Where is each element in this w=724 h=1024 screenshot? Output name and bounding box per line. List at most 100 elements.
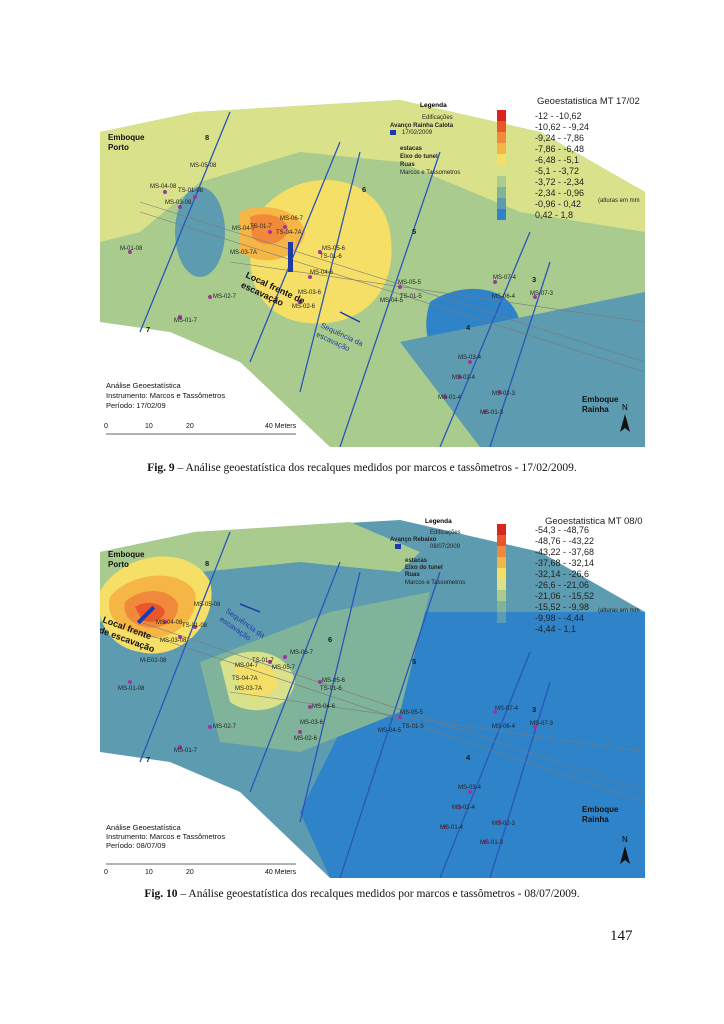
- stake-label: 3: [532, 705, 536, 714]
- svg-text:10: 10: [145, 423, 153, 430]
- scale-swatch: [497, 209, 506, 220]
- scale-swatch: [497, 546, 506, 557]
- instrument-label: TS-01-6: [320, 686, 342, 692]
- stake-label: 8: [205, 133, 209, 142]
- scale-label: -5,1 - -3,72: [535, 166, 579, 176]
- emboque-rainha-label: Rainha: [582, 815, 609, 824]
- scale-label: -0,96 - 0,42: [535, 199, 581, 209]
- scale-swatch: [497, 557, 506, 568]
- scale-label: -32,14 - -26,6: [535, 569, 589, 579]
- scale-swatch: [497, 524, 506, 535]
- emboque-rainha-label: Rainha: [582, 405, 609, 414]
- scale-label: -9,98 - -4,44: [535, 613, 584, 623]
- scale-label: -21,06 - -15,52: [535, 591, 594, 601]
- scale-swatch: [497, 590, 506, 601]
- figure-9-map: 8 7 6 5 4 3 MS-05-08 MS-04-08 TS-01-08 M…: [100, 92, 645, 447]
- scale-swatch: [497, 154, 506, 165]
- analysis-label: Instrumento: Marcos e Tassômetros: [106, 391, 225, 400]
- legend: Legenda Edificações Avanço Rainha Calota…: [390, 102, 460, 176]
- instrument-label: MS-03-7A: [235, 686, 262, 692]
- analysis-label: Instrumento: Marcos e Tassômetros: [106, 832, 225, 841]
- instrument-label: TS-01-6: [320, 254, 342, 260]
- scale-swatch: [497, 623, 506, 634]
- legend-item: estacas: [405, 558, 428, 564]
- scale-title: Geoestatistica MT 08/0: [545, 516, 643, 527]
- stake-label: 5: [412, 227, 416, 236]
- instrument-markers: [128, 190, 537, 414]
- legend-title: Legenda: [425, 518, 452, 525]
- instrument-label: TS-01-5: [400, 294, 422, 300]
- instrument-label: MS-05-5: [398, 280, 422, 286]
- legend-item: Avanço Rebaixo: [390, 537, 437, 543]
- stake-label: 7: [146, 755, 150, 764]
- instrument-label: MS-03-6: [298, 290, 322, 296]
- instrument-label: M-E02-08: [140, 658, 167, 664]
- svg-text:20: 20: [186, 869, 194, 876]
- legend-item: Eixo do tunel: [405, 565, 443, 571]
- scale-swatch: [497, 612, 506, 623]
- instrument-label: MS-06-7: [280, 216, 304, 222]
- analysis-label: Período: 08/07/09: [106, 841, 166, 850]
- instrument-label: MS-01-7: [174, 318, 198, 324]
- legend: Legenda Edificações Avanço Rebaixo 08/07…: [390, 518, 465, 586]
- emboque-rainha-label: Emboque: [582, 805, 619, 814]
- scale-swatch: [497, 535, 506, 546]
- map-graphic: 8 7 6 5 4 3 MS-05-08 MS-04-08 TS-01-08 M…: [100, 96, 645, 447]
- instrument-label: TS-01-08: [178, 188, 204, 194]
- instrument-label: MS-04-7: [232, 226, 256, 232]
- legend-item: Eixo do tunel: [400, 154, 438, 160]
- instrument-label: MS-02-7: [213, 294, 237, 300]
- legend-item: 17/02/2009: [402, 130, 433, 136]
- instrument-label: MS-04-5: [380, 298, 404, 304]
- svg-text:0: 0: [104, 869, 108, 876]
- scale-label: -43,22 - -37,68: [535, 547, 594, 557]
- instrument-label: TS-01-08: [182, 623, 208, 629]
- instrument-label: MS-04-5: [378, 728, 402, 734]
- instrument-label: MS-06-4: [492, 724, 516, 730]
- figure-10-caption: Fig. 10 – Análise geoestatística dos rec…: [144, 888, 580, 900]
- instrument-label: MS-05-7: [272, 665, 296, 671]
- instrument-label: MS-05-6: [322, 246, 346, 252]
- instrument-label: MS-03-08: [160, 638, 187, 644]
- figure-10-map: 8 7 6 5 4 3 MS-05-08 MS-04-08 TS-01-08 M…: [100, 512, 645, 878]
- instrument-label: TS-01-7: [252, 658, 274, 664]
- scale-label: -3,72 - -2,34: [535, 177, 584, 187]
- north-arrow-icon: N: [620, 835, 630, 864]
- page-number: 147: [610, 928, 633, 944]
- instrument-label: MS-07-3: [530, 721, 554, 727]
- scale-unit-note: (alturas em mm: [598, 198, 640, 204]
- stake-label: 7: [146, 325, 150, 334]
- instrument-label: MS-05-6: [322, 678, 346, 684]
- scale-title: Geoestatistica MT 17/02: [537, 96, 640, 107]
- instrument-label: MS-06-7: [290, 650, 314, 656]
- scale-label: -26,6 - -21,06: [535, 580, 589, 590]
- instrument-label: MS-03-08: [165, 200, 192, 206]
- svg-text:40 Meters: 40 Meters: [265, 423, 297, 430]
- instrument-label: MS-01-3: [480, 840, 504, 846]
- instrument-label: MS-07-3: [530, 291, 554, 297]
- analysis-label: Período: 17/02/09: [106, 401, 166, 410]
- instrument-label: MS-02-3: [492, 391, 516, 397]
- scale-label: -37,68 - -32,14: [535, 558, 594, 568]
- scale-label: -4,44 - 1,1: [535, 624, 576, 634]
- instrument-label: MS-04-08: [156, 620, 183, 626]
- legend-item: Marcos e Tassometros: [400, 170, 460, 176]
- color-scale: -12 - -10,62-10,62 - -9,24-9,24 - -7,86-…: [497, 110, 589, 220]
- scale-label: -10,62 - -9,24: [535, 122, 589, 132]
- scale-swatch: [497, 198, 506, 209]
- stake-label: 6: [328, 635, 332, 644]
- legend-item: Marcos e Tassometros: [405, 580, 465, 586]
- legend-item: estacas: [400, 146, 423, 152]
- stake-label: 8: [205, 559, 209, 568]
- instrument-label: MS-04-7: [235, 663, 259, 669]
- svg-text:40 Meters: 40 Meters: [265, 869, 297, 876]
- legend-item: Edificações: [422, 115, 453, 121]
- scale-swatch: [497, 568, 506, 579]
- instrument-label: TS-01-7: [250, 224, 272, 230]
- stake-lines: [139, 111, 551, 447]
- instrument-label: MS-03-4: [458, 785, 482, 791]
- svg-text:0: 0: [104, 423, 108, 430]
- instrument-label: TS-04-7A: [232, 676, 258, 682]
- scale-label: -12 - -10,62: [535, 111, 582, 121]
- scale-swatch: [497, 601, 506, 612]
